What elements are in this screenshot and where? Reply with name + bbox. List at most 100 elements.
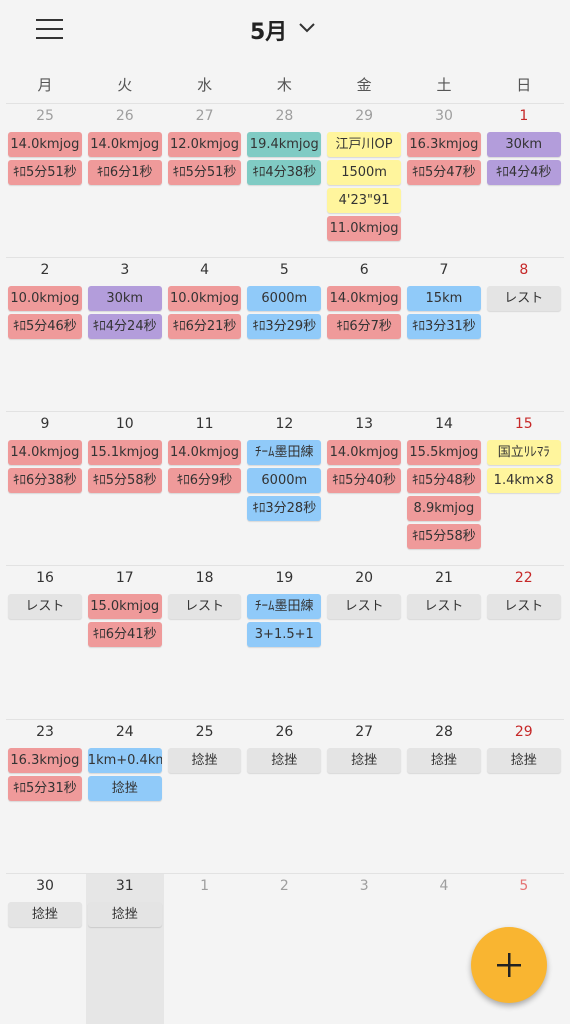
event-chip[interactable]: ｷﾛ5分40秒 [327, 468, 401, 493]
day-number: 5 [279, 262, 289, 278]
weekday-label: 月 [37, 76, 53, 94]
event-chip[interactable]: 捻挫 [486, 748, 561, 773]
event-chip[interactable]: 14.0kmjog [8, 440, 82, 465]
event-chip[interactable]: レスト [407, 594, 481, 619]
event-chip[interactable]: 捻挫 [247, 748, 322, 773]
event-chip[interactable]: レスト [486, 594, 561, 619]
event-chip[interactable]: 14.0kmjog [8, 132, 82, 157]
event-chip[interactable]: レスト [8, 594, 82, 619]
day-number: 15 [514, 416, 533, 432]
today-highlight [85, 873, 164, 1024]
event-chip[interactable]: ｷﾛ4分38秒 [247, 160, 322, 185]
day-number: 4 [439, 878, 449, 894]
event-chip[interactable]: 捻挫 [87, 902, 162, 927]
day-number: 24 [115, 724, 134, 740]
day-number: 27 [355, 724, 374, 740]
event-chip[interactable]: 15km [407, 286, 481, 311]
day-number: 1 [200, 878, 210, 894]
month-title[interactable]: 5月 [250, 20, 288, 45]
event-chip[interactable]: ｷﾛ6分7秒 [327, 314, 401, 339]
event-chip[interactable]: ｷﾛ5分58秒 [407, 524, 481, 549]
event-chip[interactable]: 10.0kmjog [8, 286, 82, 311]
event-chip[interactable]: ｷﾛ5分46秒 [8, 314, 82, 339]
day-number: 14 [435, 416, 453, 432]
event-chip[interactable]: 6000m [247, 286, 322, 311]
event-chip[interactable]: 8.9kmjog [407, 496, 481, 521]
day-number: 27 [195, 108, 214, 124]
add-button[interactable] [471, 927, 547, 1003]
event-chip[interactable]: 30km [486, 132, 561, 157]
event-chip[interactable]: 江戸川OP [327, 132, 401, 157]
event-chip[interactable]: 16.3kmjog [8, 748, 82, 773]
event-chip[interactable]: 1500m [327, 160, 401, 185]
event-chip[interactable]: ﾁｰﾑ墨田練 [247, 594, 322, 619]
event-chip[interactable]: ｷﾛ5分51秒 [167, 160, 242, 185]
day-number: 3 [359, 878, 369, 894]
day-number: 25 [195, 724, 214, 740]
event-chip[interactable]: 捻挫 [87, 776, 162, 801]
event-chip[interactable]: 14.0kmjog [167, 440, 242, 465]
day-number: 25 [36, 108, 54, 124]
event-chip[interactable]: ｷﾛ5分31秒 [8, 776, 82, 801]
day-number: 19 [275, 570, 294, 586]
day-number: 17 [115, 570, 134, 586]
day-number: 31 [115, 878, 134, 894]
day-number: 26 [275, 724, 294, 740]
event-chip[interactable]: 14.0kmjog [327, 440, 401, 465]
week-separator [6, 873, 564, 874]
event-chip[interactable]: 15.0kmjog [87, 594, 162, 619]
week-separator [6, 103, 564, 104]
event-chip[interactable]: 19.4kmjog [247, 132, 322, 157]
event-chip[interactable]: 1.4km×8 [486, 468, 561, 493]
event-chip[interactable]: 15.1kmjog [87, 440, 162, 465]
event-chip[interactable]: 12.0kmjog [167, 132, 242, 157]
event-chip[interactable]: ｷﾛ6分38秒 [8, 468, 82, 493]
day-number: 20 [355, 570, 374, 586]
event-chip[interactable]: 10.0kmjog [167, 286, 242, 311]
event-chip[interactable]: ｷﾛ4分24秒 [87, 314, 162, 339]
event-chip[interactable]: 捻挫 [407, 748, 481, 773]
event-chip[interactable]: ﾁｰﾑ墨田練 [247, 440, 322, 465]
event-chip[interactable]: レスト [167, 594, 242, 619]
day-number: 9 [40, 416, 50, 432]
event-chip[interactable]: 捻挫 [8, 902, 82, 927]
day-number: 26 [115, 108, 134, 124]
event-chip[interactable]: 捻挫 [327, 748, 401, 773]
event-chip[interactable]: ｷﾛ5分47秒 [407, 160, 481, 185]
day-number: 30 [36, 878, 54, 894]
event-chip[interactable]: 16.3kmjog [407, 132, 481, 157]
event-chip[interactable]: ｷﾛ5分58秒 [87, 468, 162, 493]
event-chip[interactable]: レスト [327, 594, 401, 619]
event-chip[interactable]: ｷﾛ6分1秒 [87, 160, 162, 185]
event-chip[interactable]: ｷﾛ6分21秒 [167, 314, 242, 339]
event-chip[interactable]: 14.0kmjog [87, 132, 162, 157]
day-number: 2 [40, 262, 50, 278]
event-chip[interactable]: ｷﾛ3分29秒 [247, 314, 322, 339]
event-chip[interactable]: 4'23"91 [327, 188, 401, 213]
event-chip[interactable]: ｷﾛ5分51秒 [8, 160, 82, 185]
event-chip[interactable]: ｷﾛ4分4秒 [486, 160, 561, 185]
event-chip[interactable]: ｷﾛ5分48秒 [407, 468, 481, 493]
day-number: 28 [435, 724, 453, 740]
event-chip[interactable]: 国立ﾘﾚﾏﾗ [486, 440, 561, 465]
day-number: 10 [115, 416, 134, 432]
event-chip[interactable]: ｷﾛ3分31秒 [407, 314, 481, 339]
event-chip[interactable]: 1km+0.4km [87, 748, 162, 773]
event-chip[interactable]: 30km [87, 286, 162, 311]
add-icon [497, 953, 521, 977]
event-chip[interactable]: 15.5kmjog [407, 440, 481, 465]
event-chip[interactable]: 6000m [247, 468, 322, 493]
day-number: 22 [514, 570, 533, 586]
event-chip[interactable]: ｷﾛ6分9秒 [167, 468, 242, 493]
menu-button[interactable] [36, 18, 64, 40]
event-chip[interactable]: 捻挫 [167, 748, 242, 773]
event-chip[interactable]: 14.0kmjog [327, 286, 401, 311]
event-chip[interactable]: ｷﾛ6分41秒 [87, 622, 162, 647]
day-number: 28 [275, 108, 294, 124]
event-chip[interactable]: レスト [486, 286, 561, 311]
event-chip[interactable]: 11.0kmjog [327, 216, 401, 241]
day-number: 30 [435, 108, 453, 124]
month-dropdown[interactable] [298, 20, 316, 34]
event-chip[interactable]: ｷﾛ3分28秒 [247, 496, 322, 521]
event-chip[interactable]: 3+1.5+1 [247, 622, 322, 647]
